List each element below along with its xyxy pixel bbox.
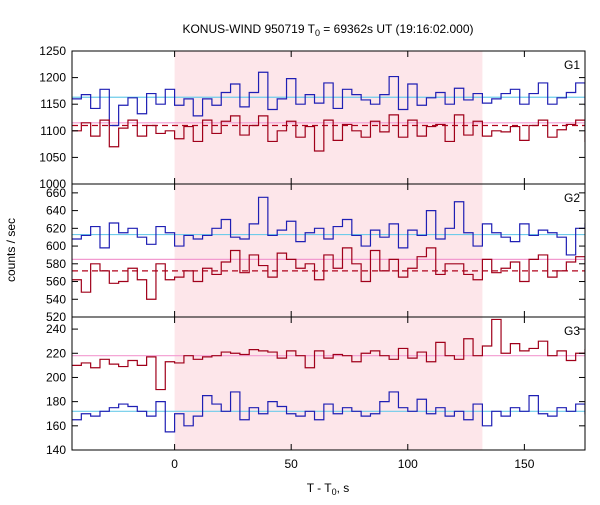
x-tick-label: 100 — [398, 457, 418, 471]
y-tick-label: 140 — [46, 443, 66, 457]
panel-g3: 140 160 180 200 220 240 G3 — [46, 316, 586, 457]
chart-title: KONUS-WIND 950719 T0 = 69362s UT (19:16:… — [182, 22, 473, 38]
highlight-interval — [174, 184, 483, 317]
y-tick-label: 200 — [46, 370, 66, 384]
y-tick-label: 160 — [46, 419, 66, 433]
y-tick-label: 1100 — [40, 124, 66, 138]
y-tick-label: 180 — [46, 395, 66, 409]
y-tick-label: 540 — [46, 292, 66, 306]
highlight-interval — [174, 317, 483, 450]
y-tick-label: 660 — [46, 186, 66, 200]
y-tick-label: 1200 — [39, 71, 66, 85]
y-tick-label: 640 — [46, 204, 66, 218]
panel-label: G1 — [564, 58, 580, 72]
y-tick-label: 520 — [46, 310, 66, 324]
x-tick-label: 150 — [514, 457, 534, 471]
panel-label: G2 — [564, 191, 580, 205]
y-tick-label: 580 — [46, 257, 66, 271]
x-axis-label: T - T0, s — [307, 481, 350, 497]
y-tick-label: 620 — [46, 221, 66, 235]
panel-frame — [71, 316, 586, 451]
y-tick-label: 1050 — [39, 150, 66, 164]
series-red — [72, 114, 585, 152]
y-tick-label: 1250 — [39, 44, 66, 58]
y-tick-label: 600 — [46, 239, 66, 253]
series-blue — [72, 391, 585, 433]
y-tick-label: 1000 — [39, 177, 66, 191]
y-tick-label: 240 — [46, 322, 66, 336]
panel-g2: 520 540 560 580 600 620 640 660 G2 — [46, 183, 586, 324]
series-blue — [72, 196, 585, 256]
series-blue — [72, 71, 585, 127]
y-axis-label: counts / sec — [4, 218, 18, 282]
x-tick-label: 0 — [171, 457, 178, 471]
y-tick-label: 220 — [46, 346, 66, 360]
series-red — [72, 318, 585, 391]
highlight-interval — [174, 51, 483, 184]
y-tick-label: 560 — [46, 275, 66, 289]
panel-g1: 1000 1050 1100 1150 1200 1250 G1 — [39, 44, 586, 191]
series-red — [72, 247, 585, 300]
plot-area: 100010501100115012001250G152054056058060… — [39, 44, 586, 471]
y-tick-label: 1150 — [40, 97, 66, 111]
x-tick-label: 50 — [285, 457, 299, 471]
panel-label: G3 — [564, 324, 580, 338]
